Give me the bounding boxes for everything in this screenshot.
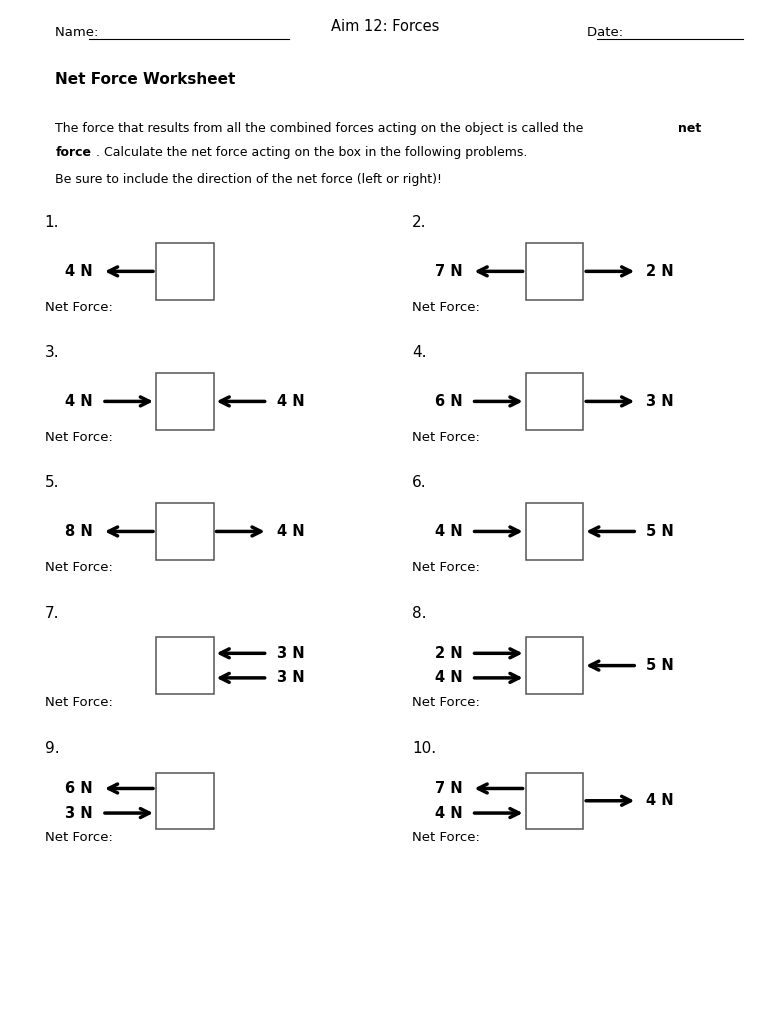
Text: 3.: 3. <box>45 345 59 360</box>
Text: Net Force:: Net Force: <box>45 561 112 574</box>
Text: force: force <box>55 145 92 159</box>
Bar <box>156 772 213 829</box>
Text: 4 N: 4 N <box>646 794 674 808</box>
Bar <box>525 373 584 430</box>
Text: The force that results from all the combined forces acting on the object is call: The force that results from all the comb… <box>55 122 588 135</box>
Text: Net Force:: Net Force: <box>45 695 112 709</box>
Bar <box>525 637 584 694</box>
Text: Net Force:: Net Force: <box>412 830 480 844</box>
Text: 8 N: 8 N <box>65 524 92 539</box>
Text: 4 N: 4 N <box>277 394 304 409</box>
Text: 2.: 2. <box>412 215 427 230</box>
Text: 4.: 4. <box>412 345 427 360</box>
Bar <box>156 504 213 559</box>
Text: Net Force:: Net Force: <box>412 431 480 444</box>
Text: Net Force:: Net Force: <box>412 301 480 314</box>
Text: 4 N: 4 N <box>435 671 462 685</box>
Bar <box>156 243 213 299</box>
Text: 4 N: 4 N <box>277 524 304 539</box>
Text: 7.: 7. <box>45 605 59 621</box>
Text: 4 N: 4 N <box>65 264 92 279</box>
Text: Be sure to include the direction of the net force (left or right)!: Be sure to include the direction of the … <box>55 173 443 186</box>
Text: net: net <box>678 122 701 135</box>
Bar <box>525 243 584 299</box>
Text: 1.: 1. <box>45 215 59 230</box>
Text: Aim 12: Forces: Aim 12: Forces <box>331 18 439 34</box>
Text: 4 N: 4 N <box>65 394 92 409</box>
Text: 10.: 10. <box>412 740 436 756</box>
Bar <box>525 772 584 829</box>
Text: Net Force Worksheet: Net Force Worksheet <box>55 72 236 87</box>
Text: 6 N: 6 N <box>65 781 92 796</box>
Text: 3 N: 3 N <box>65 806 92 820</box>
Text: 5.: 5. <box>45 475 59 490</box>
Text: 3 N: 3 N <box>277 671 304 685</box>
Text: Net Force:: Net Force: <box>45 431 112 444</box>
Text: Net Force:: Net Force: <box>412 561 480 574</box>
Text: 9.: 9. <box>45 740 59 756</box>
Text: 2 N: 2 N <box>646 264 674 279</box>
Text: 7 N: 7 N <box>435 264 462 279</box>
Text: 4 N: 4 N <box>435 524 462 539</box>
Bar <box>525 504 584 559</box>
Text: 3 N: 3 N <box>646 394 674 409</box>
Text: Net Force:: Net Force: <box>412 695 480 709</box>
Text: 6 N: 6 N <box>435 394 462 409</box>
Text: . Calculate the net force acting on the box in the following problems.: . Calculate the net force acting on the … <box>96 145 527 159</box>
Text: 3 N: 3 N <box>277 646 304 660</box>
Text: 5 N: 5 N <box>646 658 675 673</box>
Text: Name:: Name: <box>55 26 103 39</box>
Text: Date:: Date: <box>587 26 627 39</box>
Text: 7 N: 7 N <box>435 781 462 796</box>
Text: Net Force:: Net Force: <box>45 830 112 844</box>
Bar <box>156 637 213 694</box>
Bar <box>156 373 213 430</box>
Text: 5 N: 5 N <box>646 524 675 539</box>
Text: 6.: 6. <box>412 475 427 490</box>
Text: 8.: 8. <box>412 605 427 621</box>
Text: Net Force:: Net Force: <box>45 301 112 314</box>
Text: 2 N: 2 N <box>435 646 462 660</box>
Text: 4 N: 4 N <box>435 806 462 820</box>
